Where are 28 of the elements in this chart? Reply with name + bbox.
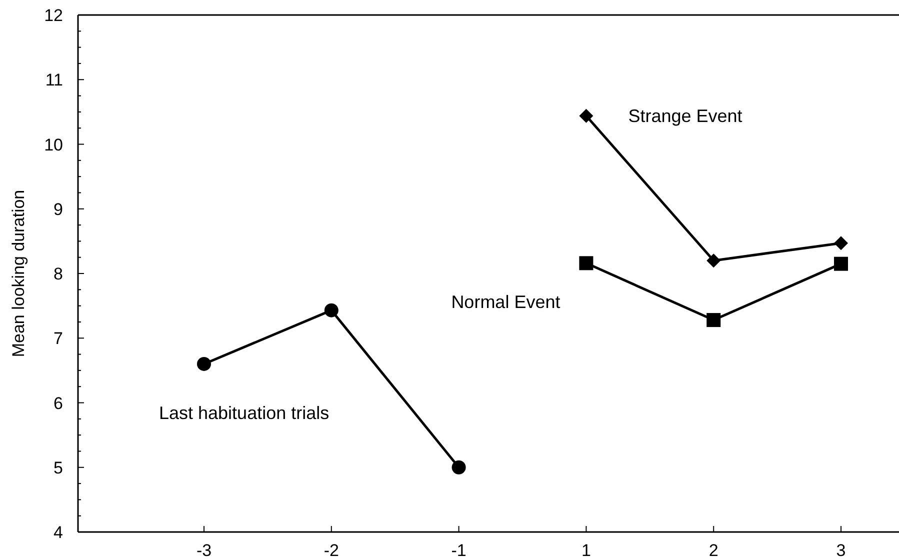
series-label: Normal Event (451, 292, 560, 312)
point (706, 254, 721, 268)
point (834, 236, 848, 250)
y-tick-label: 9 (54, 200, 63, 219)
x-tick-label: 2 (708, 541, 718, 559)
point (579, 256, 594, 270)
y-tick-label: 11 (45, 70, 63, 90)
text: Last habituation trials (159, 402, 330, 423)
point (706, 313, 721, 328)
point (579, 108, 594, 123)
x-tick-label: 1 (581, 541, 591, 559)
y-tick-label: 8 (54, 264, 63, 284)
x-tick-label: -2 (324, 541, 339, 559)
y-tick-label: 6 (54, 394, 63, 413)
y-tick-label: 12 (44, 6, 63, 25)
y-tick-label: 4 (54, 523, 63, 542)
y-tick-label: 7 (54, 329, 63, 348)
series-label: Strange Event (628, 106, 742, 126)
x-tick-label: 3 (836, 541, 846, 559)
x-tick-label: -3 (196, 541, 212, 559)
x-tick-label: -1 (451, 541, 466, 559)
point (197, 356, 211, 371)
point (324, 303, 338, 318)
y-tick-label: 10 (44, 135, 63, 154)
point (452, 460, 466, 474)
y-axis-title: Mean looking duration (9, 190, 28, 358)
point (834, 256, 848, 271)
y-tick-label: 5 (54, 458, 63, 478)
